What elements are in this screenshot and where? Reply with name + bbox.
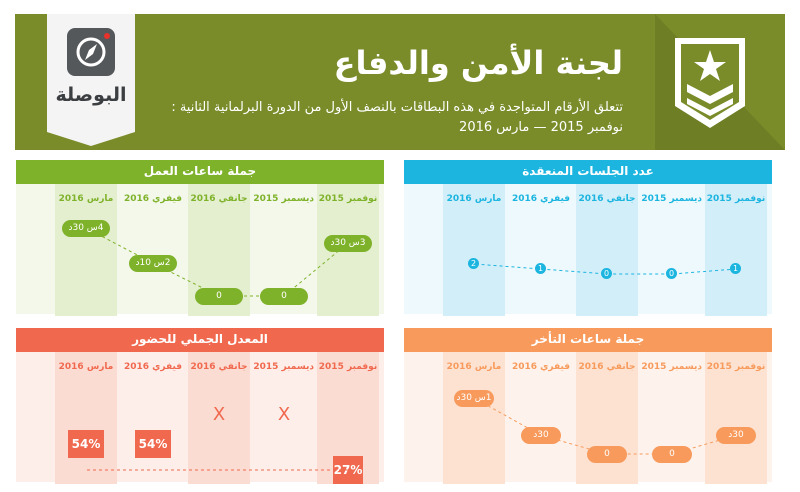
data-point: 0 (666, 268, 677, 279)
chart-body: نوفمبر 2015 ديسمبر 2015 جانفي 2016 فيفري 20… (16, 184, 384, 316)
x-tick-label: ديسمبر 2015 (641, 194, 702, 204)
chart-body: نوفمبر 2015 ديسمبر 2015 جانفي 2016 فيفري 20… (404, 352, 772, 484)
panel-attendance-rate: المعدل الجملي للحضور نوفمبر 2015 ديسمبر 2… (16, 328, 384, 484)
page-subtitle: تتعلق الأرقام المتواجدة في هذه البطاقات … (171, 98, 623, 138)
x-tick-label: جانفي 2016 (578, 194, 636, 204)
subtitle-line-1: تتعلق الأرقام المتواجدة في هذه البطاقات … (171, 100, 623, 115)
data-point: 2 (468, 258, 479, 269)
data-point: 1 (535, 263, 546, 274)
data-label: 30د (521, 427, 561, 445)
x-tick-label: ديسمبر 2015 (253, 194, 314, 204)
data-point: 0 (601, 268, 612, 279)
column-highlight (188, 352, 250, 484)
series-line-path (85, 227, 349, 297)
panel-header: المعدل الجملي للحضور (16, 328, 384, 352)
x-tick-label: نوفمبر 2015 (318, 194, 378, 204)
subtitle-line-2: نوفمبر 2015 — مارس 2016 (459, 120, 623, 135)
series-line-path (473, 263, 737, 275)
x-tick-label: مارس 2016 (446, 194, 502, 204)
x-tick-label: مارس 2016 (58, 362, 114, 372)
panel-title: جملة ساعات التأخر (531, 332, 645, 346)
logo-text: البوصلة (55, 84, 127, 106)
series-line (473, 397, 737, 455)
panel-header: جملة ساعات التأخر (404, 328, 772, 352)
no-data-x-mark: X (277, 404, 291, 425)
data-label: 0 (195, 288, 243, 305)
data-label: 0 (587, 446, 627, 463)
panel-title: جملة ساعات العمل (143, 164, 257, 178)
column-highlight (576, 184, 638, 316)
x-tick-label: نوفمبر 2015 (706, 194, 766, 204)
header-banner: البوصلة لجنة الأمن والدفاع تتعلق الأرقام… (15, 14, 785, 150)
no-data-x-mark: X (212, 404, 226, 425)
chart-body: نوفمبر 2015 ديسمبر 2015 جانفي 2016 فيفري 20… (404, 184, 772, 316)
chart-body: نوفمبر 2015 ديسمبر 2015 جانفي 2016 فيفري 20… (16, 352, 384, 484)
panel-title: عدد الجلسات المنعقدة (522, 164, 654, 178)
x-tick-label: ديسمبر 2015 (253, 362, 314, 372)
panel-working-hours: جملة ساعات العمل نوفمبر 2015 ديسمبر 2015 ج… (16, 160, 384, 316)
series-line (85, 227, 349, 297)
column-highlight (443, 184, 505, 316)
panel-header: جملة ساعات العمل (16, 160, 384, 184)
panel-delay-hours: جملة ساعات التأخر نوفمبر 2015 ديسمبر 2015… (404, 328, 772, 484)
data-label: 4س 30د (62, 220, 110, 237)
panel-header: عدد الجلسات المنعقدة (404, 160, 772, 184)
x-tick-label: فيفري 2016 (123, 362, 183, 372)
column-highlight (443, 352, 505, 484)
data-label: 30د (716, 427, 756, 445)
column-highlight (705, 184, 767, 316)
series-line (86, 469, 348, 471)
data-label: 2س 10د (129, 255, 177, 273)
x-tick-label: نوفمبر 2015 (706, 362, 766, 372)
data-label: 0 (652, 446, 692, 463)
data-label: 54% (68, 430, 104, 458)
military-rank-star-chevron-icon (675, 38, 745, 128)
column-highlight (55, 184, 117, 316)
data-point: 1 (730, 263, 741, 274)
page-title: لجنة الأمن والدفاع (333, 44, 623, 82)
compass-icon (67, 28, 115, 76)
x-tick-label: مارس 2016 (58, 194, 114, 204)
x-tick-label: ديسمبر 2015 (641, 362, 702, 372)
x-tick-label: فيفري 2016 (123, 194, 183, 204)
data-label: 3س 30د (324, 235, 372, 253)
x-tick-label: فيفري 2016 (511, 194, 571, 204)
x-tick-label: فيفري 2016 (511, 362, 571, 372)
data-label: 0 (260, 288, 308, 305)
x-tick-label: نوفمبر 2015 (318, 362, 378, 372)
x-tick-label: جانفي 2016 (190, 362, 248, 372)
x-tick-label: مارس 2016 (446, 362, 502, 372)
data-label: 54% (135, 430, 171, 458)
data-label: 1س 30د (454, 390, 494, 407)
column-highlight (55, 352, 117, 484)
x-tick-label: جانفي 2016 (578, 362, 636, 372)
panel-sessions-held: عدد الجلسات المنعقدة نوفمبر 2015 ديسمبر 2… (404, 160, 772, 316)
logo[interactable]: البوصلة (47, 14, 135, 146)
series-line-path (473, 397, 737, 455)
x-tick-label: جانفي 2016 (190, 194, 248, 204)
column-highlight (705, 352, 767, 484)
panel-title: المعدل الجملي للحضور (132, 332, 268, 346)
series-line (473, 263, 737, 275)
